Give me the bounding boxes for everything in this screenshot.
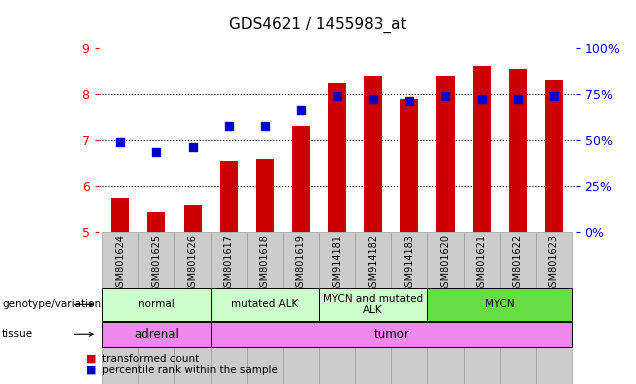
Point — [151, 149, 162, 155]
Point — [296, 107, 306, 113]
Point — [368, 96, 378, 102]
Point — [476, 96, 487, 102]
Text: normal: normal — [138, 299, 175, 310]
Text: mutated ALK: mutated ALK — [231, 299, 298, 310]
Bar — [328, 83, 346, 232]
Text: GDS4621 / 1455983_at: GDS4621 / 1455983_at — [229, 17, 407, 33]
Bar — [256, 159, 274, 232]
Bar — [283, 232, 319, 384]
Bar — [102, 232, 139, 384]
Text: genotype/variation: genotype/variation — [2, 299, 101, 310]
Text: transformed count: transformed count — [102, 354, 199, 364]
Bar — [139, 232, 174, 384]
Point — [259, 123, 270, 129]
Bar — [219, 161, 238, 232]
Point — [440, 93, 450, 99]
Bar — [247, 232, 283, 384]
Point — [332, 93, 342, 99]
Text: MYCN and mutated
ALK: MYCN and mutated ALK — [323, 293, 424, 315]
Bar — [211, 232, 247, 384]
Text: ■: ■ — [86, 365, 97, 375]
Point — [404, 98, 415, 104]
Bar — [427, 232, 464, 384]
Bar — [436, 76, 455, 232]
Bar — [148, 212, 165, 232]
Text: MYCN: MYCN — [485, 299, 515, 310]
Text: percentile rank within the sample: percentile rank within the sample — [102, 365, 278, 375]
Text: tumor: tumor — [373, 328, 409, 341]
Bar — [184, 205, 202, 232]
Text: ■: ■ — [86, 354, 97, 364]
Text: tissue: tissue — [2, 329, 33, 339]
Bar — [500, 232, 536, 384]
Bar — [319, 232, 355, 384]
Bar — [391, 232, 427, 384]
Text: adrenal: adrenal — [134, 328, 179, 341]
Bar — [545, 80, 563, 232]
Bar — [464, 232, 500, 384]
Bar — [111, 198, 129, 232]
Bar — [292, 126, 310, 232]
Point — [513, 96, 523, 102]
Bar — [509, 69, 527, 232]
Bar — [355, 232, 391, 384]
Bar — [400, 99, 418, 232]
Point — [188, 144, 198, 150]
Point — [115, 139, 125, 146]
Bar — [473, 66, 490, 232]
Bar — [174, 232, 211, 384]
Point — [224, 123, 234, 129]
Bar — [536, 232, 572, 384]
Point — [549, 93, 559, 99]
Bar — [364, 76, 382, 232]
